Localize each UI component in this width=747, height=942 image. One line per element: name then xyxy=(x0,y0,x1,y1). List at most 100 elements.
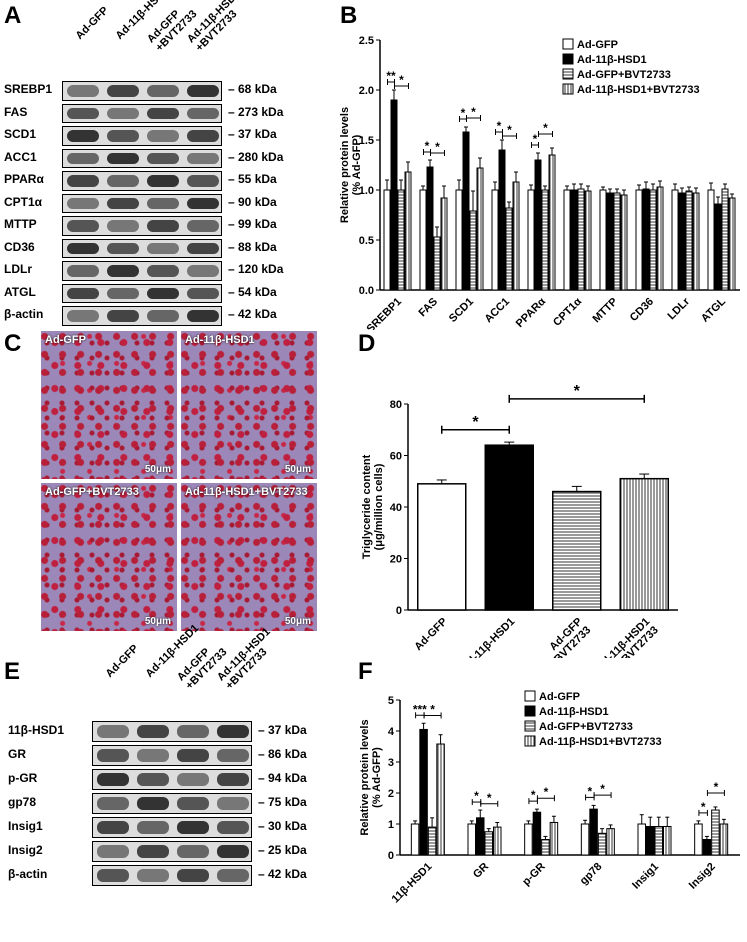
bar xyxy=(440,197,448,291)
bar xyxy=(498,149,506,291)
kda-label: – 55 kDa xyxy=(228,172,277,187)
micrograph: Ad-11β-HSD1+BVT2733 50μm xyxy=(180,482,318,632)
x-tick-label: p-GR xyxy=(520,861,548,889)
legend-label: Ad-GFP+BVT2733 xyxy=(577,69,671,81)
legend-label: Ad-11β-HSD1+BVT2733 xyxy=(539,736,662,748)
blot-strip xyxy=(92,841,252,862)
blot-band xyxy=(177,797,209,810)
bar xyxy=(637,823,646,856)
bar xyxy=(484,444,534,611)
legend-label: Ad-11β-HSD1+BVT2733 xyxy=(577,84,700,96)
blot-band xyxy=(97,725,129,738)
blot-band xyxy=(187,85,219,97)
blot-row-label: CD36 xyxy=(4,239,35,254)
scale-bar-label: 50μm xyxy=(144,616,171,627)
blot-row-label: FAS xyxy=(4,104,28,119)
blot-band xyxy=(147,175,179,187)
bar xyxy=(606,192,614,291)
x-tick-label: Ad-GFP xyxy=(412,616,449,653)
y-tick-label: 5 xyxy=(388,695,394,707)
sig-star: * xyxy=(600,782,605,796)
y-axis-label: Relative protein levels(% Ad-GFP) xyxy=(359,719,383,835)
y-axis-label: Relative protein levels(% Ad-GFP) xyxy=(339,107,363,223)
bar xyxy=(433,236,441,291)
blot-row-label: SCD1 xyxy=(4,127,37,142)
blot-band xyxy=(67,265,99,277)
blot-band xyxy=(97,869,129,882)
bar xyxy=(524,823,533,856)
blot-band xyxy=(67,85,99,97)
bar xyxy=(469,210,477,291)
bar xyxy=(383,189,391,291)
micrograph: Ad-GFP+BVT2733 50μm xyxy=(40,482,178,632)
y-tick-label: 60 xyxy=(390,451,402,463)
bar xyxy=(484,831,493,856)
bar xyxy=(512,181,520,291)
bar xyxy=(563,189,571,291)
bar xyxy=(707,189,715,291)
bar xyxy=(476,817,485,856)
sig-star: * xyxy=(543,121,548,135)
blot-row-label: 11β-HSD1 xyxy=(8,723,65,737)
blot-band xyxy=(217,869,249,882)
legend-swatch xyxy=(562,53,574,65)
y-tick-label: 2.0 xyxy=(359,85,374,97)
blot-band xyxy=(177,773,209,786)
kda-label: – 68 kDa xyxy=(228,82,277,97)
blot-band xyxy=(187,265,219,277)
micrograph-label: Ad-GFP+BVT2733 xyxy=(45,486,139,498)
blot-band xyxy=(97,821,129,834)
kda-label: – 30 kDa xyxy=(258,819,307,833)
legend-swatch xyxy=(562,68,574,80)
kda-label: – 75 kDa xyxy=(258,795,307,809)
sig-star: * xyxy=(399,73,404,87)
blot-band xyxy=(187,197,219,209)
blot-strip xyxy=(92,721,252,742)
blot-row-label: SREBP1 xyxy=(4,82,53,97)
kda-label: – 280 kDa xyxy=(228,149,284,164)
blot-band xyxy=(177,845,209,858)
blot-row-label: ATGL xyxy=(4,284,36,299)
blot-band xyxy=(187,175,219,187)
blot-strip xyxy=(62,103,222,123)
x-tick-label: Insig1 xyxy=(630,861,661,892)
blot-band xyxy=(147,220,179,232)
blot-band xyxy=(107,287,139,299)
bar xyxy=(467,823,476,856)
blot-strip xyxy=(62,283,222,303)
sig-star: *** xyxy=(413,702,427,716)
bar xyxy=(620,194,628,291)
legend-swatch xyxy=(524,690,536,702)
lane-label: Ad-GFP xyxy=(73,4,111,42)
blot-band xyxy=(67,130,99,142)
y-tick-label: 0 xyxy=(388,850,394,862)
blot-band xyxy=(177,869,209,882)
sig-star: * xyxy=(544,785,549,799)
kda-label: – 25 kDa xyxy=(258,843,307,857)
bar xyxy=(663,825,672,856)
blot-band xyxy=(217,821,249,834)
bar xyxy=(505,207,513,291)
blot-band xyxy=(137,773,169,786)
legend-swatch xyxy=(562,83,574,95)
blot-strip xyxy=(92,769,252,790)
kda-label: – 37 kDa xyxy=(258,723,307,737)
blot-band xyxy=(67,242,99,254)
blot-strip xyxy=(62,306,222,326)
kda-label: – 120 kDa xyxy=(228,262,284,277)
blot-band xyxy=(177,821,209,834)
blot-band xyxy=(147,107,179,119)
y-tick-label: 80 xyxy=(390,399,402,411)
sig-star: * xyxy=(471,105,476,119)
bar xyxy=(656,186,664,291)
sig-star: * xyxy=(497,119,502,133)
bar xyxy=(534,159,542,291)
bar xyxy=(541,839,550,856)
y-axis-label: Triglyceride content(μg/million cells) xyxy=(361,454,385,559)
bar xyxy=(397,189,405,291)
x-tick-label: SCD1 xyxy=(447,296,476,325)
bar xyxy=(728,197,736,291)
blot-band xyxy=(147,85,179,97)
blot-band xyxy=(137,845,169,858)
blot-band xyxy=(187,242,219,254)
